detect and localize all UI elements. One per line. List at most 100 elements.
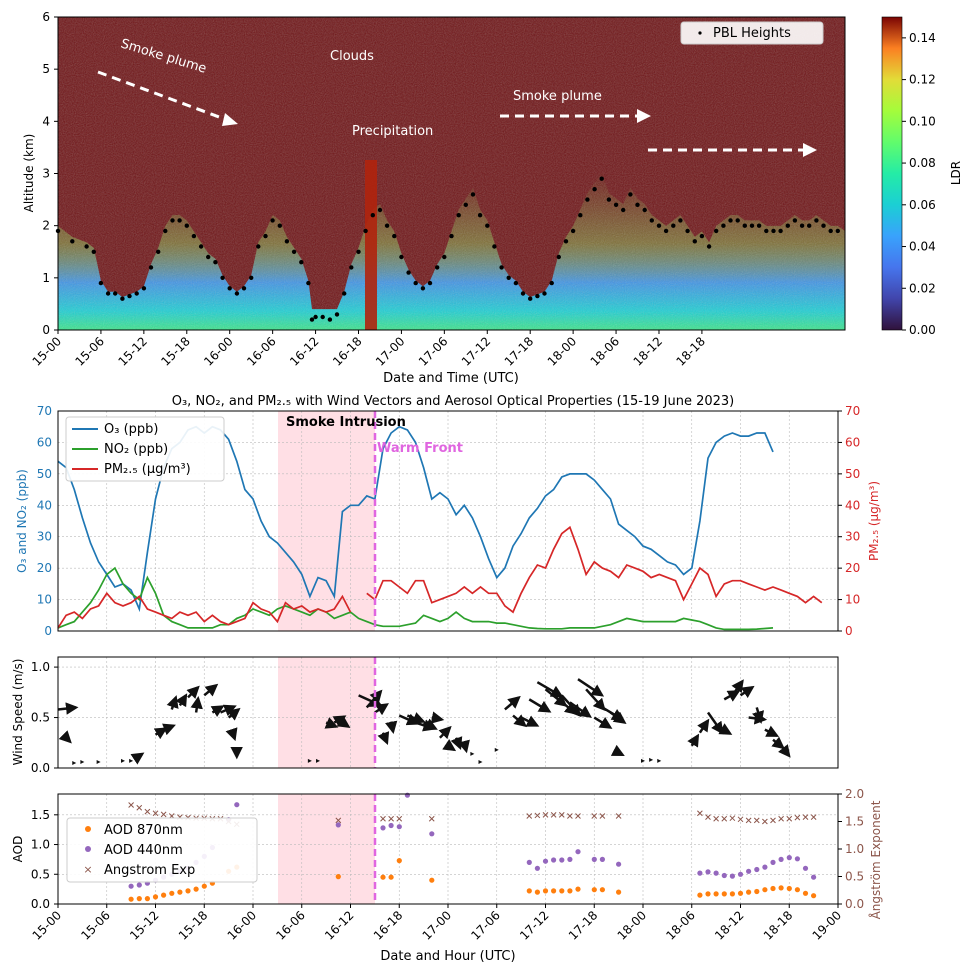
pbl-height-point — [807, 223, 812, 228]
ldr-y-tick-label: 5 — [42, 62, 50, 76]
colorbar-tick-label: 0.04 — [909, 240, 936, 254]
aod-x-tick-label: 18-12 — [712, 908, 747, 943]
aod-y-axis-right: 0.0 0.5 1.0 1.5 2.0 — [838, 787, 864, 911]
pbl-height-point — [585, 197, 590, 202]
aod-y-tick-label-left: 1.0 — [31, 838, 50, 852]
aod-870-point — [786, 885, 792, 892]
aod-870-point — [754, 888, 760, 895]
angstrom-point — [713, 815, 719, 822]
aod-x-tick-label: 16-06 — [273, 908, 308, 943]
wind-vector — [226, 707, 241, 721]
angstrom-point — [575, 813, 581, 819]
angstrom-point — [152, 810, 159, 817]
ldr-y-tick-label: 1 — [42, 271, 50, 285]
aod-y-tick-label-right: 1.0 — [845, 842, 864, 856]
wind-vector — [162, 723, 176, 736]
aod-legend-box — [66, 817, 258, 883]
wind-vector — [528, 698, 552, 713]
ldr-x-tick-label: 15-12 — [115, 334, 150, 369]
wind-vector — [706, 711, 724, 735]
pbl-height-point — [206, 254, 211, 260]
ldr-x-tick-label: 16-00 — [201, 334, 236, 369]
aod-440-point — [754, 866, 760, 873]
aod-panel: 0.00.51.01.5 0.00.51.01.52.0 15-00 15-06 1… — [11, 787, 883, 964]
wind-vector — [536, 681, 564, 698]
pbl-height-point — [621, 207, 626, 213]
wind-vector — [203, 683, 219, 697]
aod-870-point — [737, 890, 744, 896]
ldr-x-tick-label: 15-06 — [72, 334, 107, 369]
wind-vector — [697, 718, 710, 734]
aod-440-point — [778, 856, 784, 863]
warm-front-label: Warm Front — [377, 441, 463, 456]
pbl-height-point — [435, 265, 440, 270]
pbl-height-point — [98, 280, 104, 286]
pbl-height-point — [678, 218, 683, 223]
pbl-height-point — [535, 293, 540, 299]
wind-vector — [657, 758, 662, 763]
aod-y-tick-label-right: 0.5 — [845, 870, 864, 884]
pbl-height-point — [413, 280, 418, 286]
aod-870-point — [144, 896, 150, 902]
pbl-height-point — [506, 275, 511, 280]
aod-440-point — [559, 857, 565, 863]
angstrom-point — [737, 816, 744, 823]
aod-x-tick-label: 16-12 — [322, 908, 357, 943]
aod-440-point — [802, 865, 809, 871]
pbl-height-point — [377, 207, 383, 213]
angstrom-point — [599, 813, 606, 819]
angstrom-point — [615, 813, 622, 819]
aod-870-point — [811, 893, 817, 899]
ldr-x-tick-label: 18-18 — [673, 334, 708, 369]
gas-panel-y-axis-right: 0 10 20 30 40 50 60 70 — [838, 404, 860, 638]
pbl-height-point — [764, 228, 769, 234]
ldr-legend-box — [680, 21, 824, 45]
wind-vector — [764, 725, 780, 737]
pbl-height-point — [756, 223, 762, 228]
wind-vector — [210, 705, 225, 717]
ldr-x-tick-label: 18-00 — [545, 334, 580, 369]
pbl-height-point — [799, 223, 805, 228]
smoke-plume-arrowhead-middle — [637, 109, 651, 123]
wind-vector — [336, 715, 351, 728]
aod-440-point — [737, 871, 744, 877]
legend-angstrom-label: Angstrom Exp — [104, 863, 195, 878]
wind-vector — [130, 752, 145, 765]
pbl-height-point — [606, 197, 612, 202]
pbl-height-point — [792, 218, 798, 223]
gas-plot-frame — [57, 410, 839, 632]
wind-vector — [80, 759, 85, 764]
wind-vector — [715, 723, 733, 735]
aod-870-point — [794, 887, 801, 893]
angstrom-point — [542, 812, 549, 818]
aod-870-point — [591, 887, 597, 893]
wind-vector — [478, 759, 483, 764]
smoke-intrusion-shading — [278, 411, 375, 631]
gas-y-tick-label-right: 40 — [845, 498, 860, 512]
pbl-height-point — [277, 223, 282, 228]
aod-870-point — [534, 889, 541, 895]
colorbar-tick-label: 0.08 — [909, 156, 936, 170]
pbl-height-point — [320, 314, 325, 320]
ldr-x-tick-label: 15-00 — [30, 334, 65, 369]
gas-y-tick-label-right: 20 — [845, 561, 860, 575]
pbl-height-point — [220, 275, 225, 280]
smoke-plume-arrowhead-right — [803, 143, 817, 157]
angstrom-point — [762, 818, 768, 825]
aod-x-tick-label: 19-00 — [810, 908, 845, 943]
wind-vector — [585, 688, 606, 712]
pbl-height-point — [578, 213, 583, 218]
aod-870-point — [713, 891, 719, 897]
aod-870-point — [762, 887, 768, 893]
aod-870-point — [567, 888, 573, 894]
aod-870-point — [169, 890, 175, 896]
aod-870-point — [396, 858, 402, 864]
aod-x-tick-label: 17-00 — [420, 908, 455, 943]
angstrom-point — [380, 815, 386, 822]
wind-vector — [175, 693, 188, 708]
angstrom-point — [550, 812, 557, 818]
aod-x-tick-label: 15-12 — [127, 908, 162, 943]
colorbar-tick-label: 0.06 — [909, 198, 936, 212]
aod-870-point — [721, 891, 727, 897]
series-line-pm25 — [57, 525, 823, 629]
